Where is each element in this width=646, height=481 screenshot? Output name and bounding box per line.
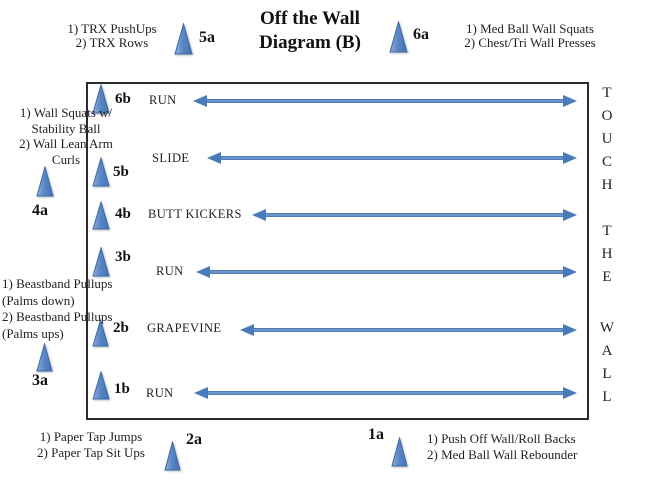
lane-activity-6b: RUN — [149, 93, 177, 107]
station-3a-exercises: 1) Beastband Pullups (Palms down) 2) Bea… — [2, 276, 113, 341]
cone-4b-icon — [92, 201, 110, 230]
station-1a-exercises: 1) Push Off Wall/Roll Backs 2) Med Ball … — [427, 431, 578, 462]
cone-6b-icon — [92, 84, 110, 114]
page-title: Off the Wall Diagram (B) — [259, 8, 361, 53]
cone-label-5a: 5a — [199, 29, 215, 46]
cone-4a-icon — [36, 166, 54, 197]
cone-2b-icon — [92, 319, 109, 347]
lane-activity-1b: RUN — [146, 386, 174, 400]
cone-label-6a: 6a — [413, 26, 429, 43]
station-6a-exercises: 1) Med Ball Wall Squats 2) Chest/Tri Wal… — [464, 21, 596, 50]
court-outline — [86, 82, 589, 420]
lane-activity-2b: GRAPEVINE — [147, 321, 222, 335]
lane-arrow-2b — [240, 324, 577, 336]
lane-arrow-4b — [252, 209, 577, 221]
cone-6a-icon — [389, 21, 408, 53]
cone-label-1a: 1a — [368, 426, 384, 443]
cone-1a-icon — [391, 437, 408, 467]
cone-label-2a: 2a — [186, 431, 202, 448]
lane-activity-3b: RUN — [156, 264, 184, 278]
station-2a-exercises: 1) Paper Tap Jumps 2) Paper Tap Sit Ups — [37, 429, 145, 460]
cone-label-4b: 4b — [115, 206, 131, 222]
cone-label-3b: 3b — [115, 249, 131, 265]
wall-text-wall: W A L L — [599, 320, 615, 405]
wall-text-touch: T O U C H — [601, 85, 613, 193]
station-4a-exercises: 1) Wall Squats w/ Stability Ball 2) Wall… — [19, 105, 113, 167]
lane-activity-5b: SLIDE — [152, 151, 190, 165]
wall-text-the: T H E — [601, 223, 613, 285]
cone-label-6b: 6b — [115, 91, 131, 107]
station-5a-exercises: 1) TRX PushUps 2) TRX Rows — [67, 21, 157, 50]
cone-2a-icon — [164, 441, 181, 471]
lane-arrow-1b — [194, 387, 577, 399]
cone-3a-icon — [36, 343, 53, 372]
cone-label-1b: 1b — [114, 381, 130, 397]
cone-label-3a: 3a — [32, 372, 48, 389]
cone-1b-icon — [92, 371, 110, 400]
cone-label-2b: 2b — [113, 320, 129, 336]
lane-arrow-6b — [193, 95, 577, 107]
cone-label-5b: 5b — [113, 164, 129, 180]
lane-activity-4b: BUTT KICKERS — [148, 207, 242, 221]
cone-5b-icon — [92, 157, 110, 187]
cone-3b-icon — [92, 247, 110, 277]
lane-arrow-5b — [207, 152, 577, 164]
lane-arrow-3b — [196, 266, 577, 278]
cone-label-4a: 4a — [32, 202, 48, 219]
cone-5a-icon — [174, 23, 193, 55]
